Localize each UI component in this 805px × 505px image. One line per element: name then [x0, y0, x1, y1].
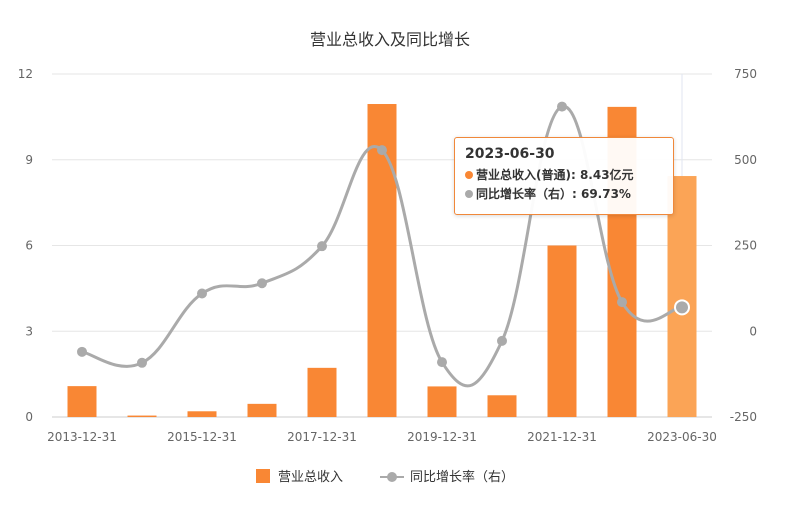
y-right-tick-label: 500	[734, 153, 757, 167]
line-point[interactable]	[497, 335, 507, 346]
line-point[interactable]	[377, 145, 387, 156]
x-tick-label: 2013-12-31	[47, 430, 117, 444]
y-left-tick-label: 0	[25, 410, 33, 424]
axes: 0 3 6 9 12 -250 0 250 500 750 2013-12-31 2015-12-31…	[18, 67, 757, 444]
y-left-tick-label: 6	[25, 239, 33, 253]
x-tick-label: 2017-12-31	[287, 430, 357, 444]
bar[interactable]	[307, 367, 337, 417]
bar[interactable]	[667, 176, 697, 417]
bar[interactable]	[247, 403, 277, 417]
x-tick-label: 2019-12-31	[407, 430, 477, 444]
y-right-tick-label: 250	[734, 239, 757, 253]
line-point[interactable]	[557, 101, 567, 112]
y-right-tick-label: 750	[734, 67, 757, 81]
bar[interactable]	[187, 411, 217, 417]
line-point-highlight[interactable]	[674, 299, 690, 316]
x-tick-label: 2023-06-30	[647, 430, 717, 444]
bar[interactable]	[367, 104, 397, 417]
line-point[interactable]	[317, 241, 327, 252]
y-right-tick-label: 0	[749, 324, 757, 338]
tooltip-row-growth: 同比增长率（右）: 69.73%	[465, 185, 663, 204]
tooltip-dot-growth	[465, 190, 473, 198]
y-left-tick-label: 9	[25, 153, 33, 167]
line-point[interactable]	[437, 357, 447, 368]
x-tick-label: 2015-12-31	[167, 430, 237, 444]
bar[interactable]	[487, 395, 517, 417]
tooltip-text-revenue: 营业总收入(普通): 8.43亿元	[476, 168, 634, 182]
bar[interactable]	[427, 386, 457, 417]
y-right-tick-label: -250	[730, 410, 757, 424]
line-point[interactable]	[137, 357, 147, 368]
x-tick-label: 2021-12-31	[527, 430, 597, 444]
tooltip-text-growth: 同比增长率（右）: 69.73%	[476, 187, 631, 201]
y-left-tick-label: 12	[18, 67, 33, 81]
legend[interactable]: 营业总收入 同比增长率（右）	[256, 469, 514, 485]
line-point[interactable]	[257, 278, 267, 289]
legend-swatch-revenue[interactable]	[256, 469, 270, 483]
bar-series[interactable]	[67, 104, 697, 418]
legend-label-revenue[interactable]: 营业总收入	[278, 470, 343, 485]
tooltip: 2023-06-30 营业总收入(普通): 8.43亿元 同比增长率（右）: 6…	[454, 137, 674, 215]
legend-label-growth[interactable]: 同比增长率（右）	[410, 469, 514, 485]
chart-title: 营业总收入及同比增长	[310, 30, 470, 49]
line-point[interactable]	[617, 297, 627, 308]
bar[interactable]	[547, 245, 577, 418]
tooltip-header: 2023-06-30	[465, 146, 555, 162]
tooltip-row-revenue: 营业总收入(普通): 8.43亿元	[465, 166, 663, 185]
y-left-tick-label: 3	[25, 324, 33, 338]
legend-swatch-growth-dot[interactable]	[387, 472, 397, 482]
line-point[interactable]	[77, 346, 87, 357]
bar[interactable]	[67, 386, 97, 417]
tooltip-dot-revenue	[465, 171, 473, 179]
bar[interactable]	[127, 415, 157, 417]
line-point[interactable]	[197, 288, 207, 299]
